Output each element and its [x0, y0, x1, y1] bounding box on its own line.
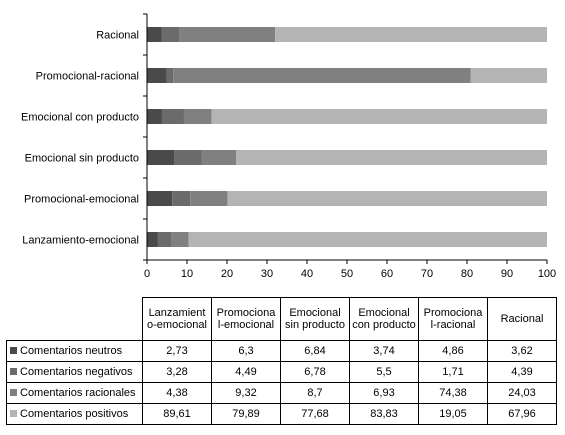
table-cell: 4,39 [487, 361, 557, 383]
x-tick-label: 20 [221, 268, 233, 280]
bar-emocional-sin-producto-series-2 [201, 150, 237, 165]
table-cell: 83,83 [349, 403, 419, 425]
table-cell: 6,78 [280, 361, 350, 383]
bar-promocional-emocional-series-3 [227, 191, 547, 206]
category-label-emocional-con-producto: Emocional con producto [21, 112, 139, 124]
x-tick-label: 40 [301, 268, 313, 280]
table-cell: 77,68 [280, 403, 350, 425]
table-cell: 79,89 [211, 403, 281, 425]
bar-promocional-emocional-series-1 [172, 191, 191, 206]
x-tick-label: 60 [381, 268, 393, 280]
bar-lanzamiento-emocional-series-3 [188, 232, 547, 247]
legend-swatch [10, 410, 17, 417]
bar-emocional-con-producto-series-1 [161, 109, 184, 124]
bar-emocional-sin-producto-series-1 [174, 150, 202, 165]
table-cell: 74,38 [418, 382, 488, 404]
table-cell: 67,96 [487, 403, 557, 425]
bar-promocional-racional-series-3 [470, 68, 547, 83]
category-label-promocional-emocional: Promocional-emocional [24, 194, 139, 206]
x-tick-label: 100 [538, 268, 556, 280]
category-label-lanzamiento-emocional: Lanzamiento-emocional [22, 235, 139, 247]
bars-layer [147, 27, 547, 247]
bar-emocional-con-producto-series-2 [183, 109, 212, 124]
table-cell: 24,03 [487, 382, 557, 404]
legend-entry: Comentarios racionales [6, 382, 143, 404]
bar-emocional-sin-producto-series-3 [236, 150, 547, 165]
table-cell: 9,32 [211, 382, 281, 404]
table-corner [6, 297, 143, 341]
table-column-header: Emocional con producto [349, 297, 419, 341]
bar-racional-series-3 [275, 27, 547, 42]
bar-emocional-sin-producto-series-0 [147, 150, 175, 165]
x-tick-label: 0 [144, 268, 150, 280]
bar-promocional-racional-series-2 [173, 68, 471, 83]
legend-label: Comentarios neutros [20, 345, 123, 357]
bar-lanzamiento-emocional-series-0 [147, 232, 158, 247]
bar-promocional-emocional-series-2 [190, 191, 228, 206]
table-cell: 89,61 [142, 403, 212, 425]
bar-racional-series-2 [179, 27, 276, 42]
legend-label: Comentarios negativos [20, 366, 133, 378]
table-cell: 6,3 [211, 340, 281, 362]
table-cell: 5,5 [349, 361, 419, 383]
table-row: Comentarios racionales 4,38 9,32 8,7 6,93 74,… [6, 382, 557, 404]
table-column-header: Promociona l-racional [418, 297, 488, 341]
x-tick-label: 90 [501, 268, 513, 280]
table-cell: 2,73 [142, 340, 212, 362]
legend-swatch [10, 389, 17, 396]
x-tick-label: 10 [181, 268, 193, 280]
data-table: Lanzamient o-emocional Promociona l-emoci… [6, 297, 557, 425]
table-header-row: Lanzamient o-emocional Promociona l-emoci… [6, 297, 557, 341]
bar-emocional-con-producto-series-0 [147, 109, 162, 124]
legend-entry: Comentarios neutros [6, 340, 143, 362]
table-row: Comentarios positivos 89,61 79,89 77,68 83,8… [6, 403, 557, 425]
table-cell: 3,28 [142, 361, 212, 383]
table-cell: 3,62 [487, 340, 557, 362]
table-row: Comentarios neutros 2,73 6,3 6,84 3,74 4,86 3,… [6, 340, 557, 362]
legend-label: Comentarios positivos [20, 408, 129, 420]
legend-entry: Comentarios positivos [6, 403, 143, 425]
bar-emocional-con-producto-series-3 [211, 109, 547, 124]
category-label-racional: Racional [96, 30, 139, 42]
table-cell: 4,86 [418, 340, 488, 362]
legend-swatch [10, 347, 17, 354]
legend-label: Comentarios racionales [20, 387, 136, 399]
table-row: Comentarios negativos 3,28 4,49 6,78 5,5 1,71… [6, 361, 557, 383]
category-label-promocional-racional: Promocional-racional [36, 71, 139, 83]
axis-layer: 0 10 20 30 40 50 60 70 80 90 100 [143, 13, 556, 280]
table-cell: 4,49 [211, 361, 281, 383]
table-cell: 6,93 [349, 382, 419, 404]
x-tick-label: 70 [421, 268, 433, 280]
table-cell: 19,05 [418, 403, 488, 425]
category-labels: Lanzamiento-emocional Promocional-emocion… [21, 30, 139, 247]
legend-swatch [10, 368, 17, 375]
x-tick-label: 80 [461, 268, 473, 280]
bar-racional-series-0 [147, 27, 162, 42]
x-tick-label: 50 [341, 268, 353, 280]
table-column-header: Emocional sin producto [280, 297, 350, 341]
table-cell: 4,38 [142, 382, 212, 404]
table-body: Comentarios neutros 2,73 6,3 6,84 3,74 4,86 3,… [6, 340, 557, 425]
table-cell: 3,74 [349, 340, 419, 362]
table-column-header: Racional [487, 297, 557, 341]
table-cell: 8,7 [280, 382, 350, 404]
x-tick-label: 30 [261, 268, 273, 280]
category-label-emocional-sin-producto: Emocional sin producto [25, 153, 139, 165]
table-column-header: Lanzamient o-emocional [142, 297, 212, 341]
bar-promocional-emocional-series-0 [147, 191, 173, 206]
table-cell: 1,71 [418, 361, 488, 383]
bar-racional-series-1 [161, 27, 180, 42]
bar-lanzamiento-emocional-series-2 [171, 232, 189, 247]
bar-promocional-racional-series-0 [147, 68, 167, 83]
bar-lanzamiento-emocional-series-1 [157, 232, 172, 247]
legend-entry: Comentarios negativos [6, 361, 143, 383]
table-column-header: Promociona l-emocional [211, 297, 281, 341]
table-cell: 6,84 [280, 340, 350, 362]
stacked-bar-chart: 0 10 20 30 40 50 60 70 80 90 100 Lanzamiento-emoci… [21, 13, 556, 280]
bar-promocional-racional-series-1 [166, 68, 174, 83]
